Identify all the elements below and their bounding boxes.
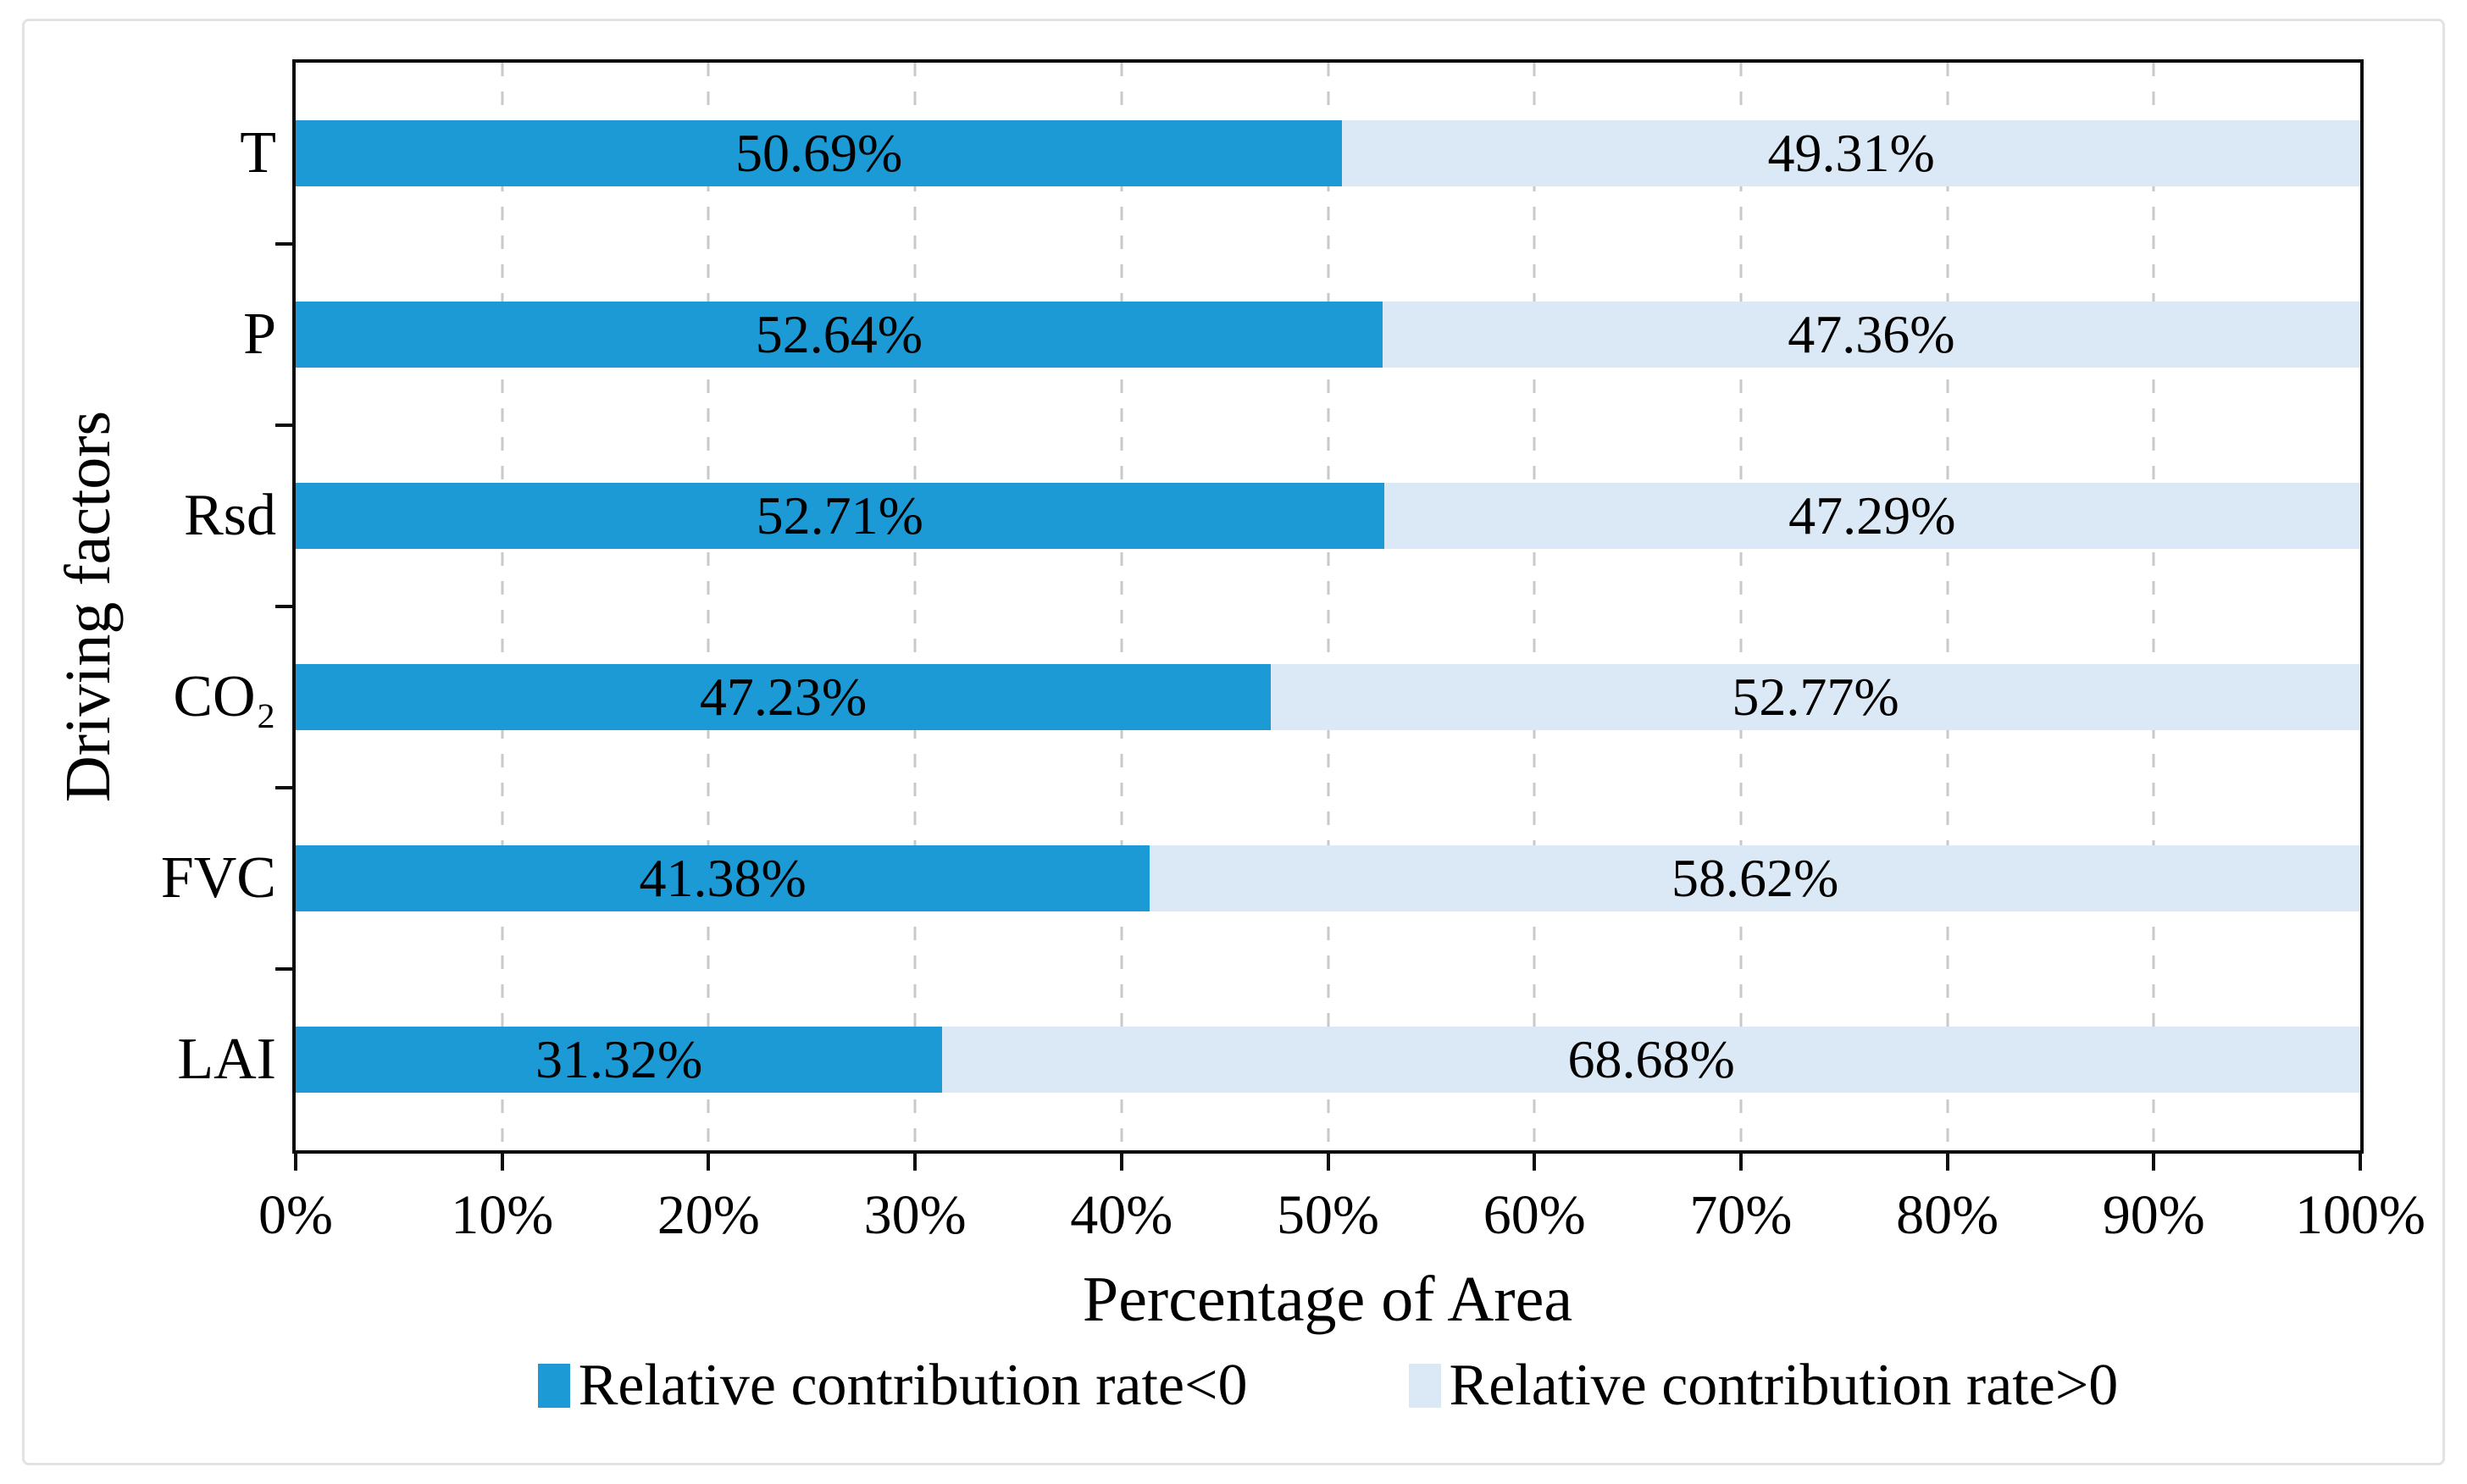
x-tick-60% [1533, 1154, 1537, 1171]
x-tick-label-0%: 0% [258, 1184, 333, 1246]
x-tick-50% [1326, 1154, 1330, 1171]
x-tick-label-20%: 20% [657, 1184, 760, 1246]
bar-value-label: 52.77% [1732, 667, 1899, 727]
x-tick-label-30%: 30% [863, 1184, 967, 1246]
bar-row-P: 52.64% 47.36% [296, 302, 2360, 368]
legend-swatch-icon [1408, 1364, 1441, 1408]
legend-swatch-icon [537, 1364, 570, 1408]
gridline-70 [1739, 63, 1743, 1150]
gridline-30 [913, 63, 917, 1150]
bar-segment-positive-LAI: 68.68% [942, 1027, 2360, 1093]
bar-value-label: 52.71% [756, 485, 923, 545]
x-tick-label-60%: 60% [1483, 1184, 1586, 1246]
bar-segment-positive-FVC: 58.62% [1150, 845, 2360, 911]
x-tick-40% [1119, 1154, 1123, 1171]
bar-value-label: 49.31% [1767, 123, 1935, 183]
y-axis-ticks [275, 63, 292, 1150]
x-tick-label-90%: 90% [2102, 1184, 2205, 1246]
bar-segment-negative-LAI: 31.32% [296, 1027, 943, 1093]
bar-segment-positive-T: 49.31% [1342, 120, 2360, 186]
bar-segment-negative-T: 50.69% [296, 120, 1343, 186]
bar-row-T: 50.69% 49.31% [296, 120, 2360, 186]
x-tick-20% [707, 1154, 711, 1171]
y-tick [275, 786, 292, 789]
plot-area: 50.69% 49.31% 52.64% 47.36% 52.71% 47.29% 47.2… [292, 59, 2364, 1154]
x-tick-70% [1738, 1154, 1743, 1171]
x-tick-100% [2359, 1154, 2362, 1171]
bar-segment-negative-FVC: 41.38% [296, 845, 1150, 911]
bar-value-label: 47.36% [1788, 304, 1955, 364]
bar-segment-positive-Rsd: 47.29% [1383, 483, 2360, 549]
x-tick-label-100%: 100% [2295, 1184, 2425, 1246]
gridline-50 [1327, 63, 1329, 1150]
x-tick-10% [500, 1154, 504, 1171]
legend-label: Relative contribution rate>0 [1449, 1353, 2119, 1418]
bar-row-CO₂: 47.23% 52.77% [296, 664, 2360, 730]
bar-value-label: 41.38% [639, 848, 807, 908]
bar-segment-negative-P: 52.64% [296, 302, 1383, 368]
y-tick [275, 967, 292, 971]
legend-entry-negative: Relative contribution rate<0 [537, 1353, 1248, 1418]
x-tick-0% [294, 1154, 297, 1171]
gridline-60 [1533, 63, 1536, 1150]
x-tick-labels: 0% 10% 20% 30% 40% 50% 60% 70% 80% 90% 100% [258, 1184, 2425, 1247]
x-tick-label-10%: 10% [451, 1184, 554, 1246]
category-label-FVC: FVC [160, 845, 276, 911]
x-tick-80% [1945, 1154, 1949, 1171]
bar-row-LAI: 31.32% 68.68% [296, 1027, 2360, 1093]
gridline-80 [1946, 63, 1949, 1150]
legend-entry-positive: Relative contribution rate>0 [1408, 1353, 2119, 1418]
gridline-40 [1120, 63, 1123, 1150]
gridline-90 [2152, 63, 2155, 1150]
gridline-20 [707, 63, 710, 1150]
legend-label: Relative contribution rate<0 [578, 1353, 1248, 1418]
gridline-10 [501, 63, 504, 1150]
bar-value-label: 58.62% [1671, 848, 1839, 908]
bar-segment-positive-CO₂: 52.77% [1270, 664, 2360, 730]
bar-segment-negative-Rsd: 52.71% [296, 483, 1384, 549]
y-axis-title: Driving factors [53, 410, 124, 803]
category-label-Rsd: Rsd [184, 483, 276, 548]
bar-row-Rsd: 52.71% 47.29% [296, 483, 2360, 549]
category-label-T: T [240, 120, 276, 186]
x-tick-30% [913, 1154, 918, 1171]
x-tick-label-40%: 40% [1070, 1184, 1173, 1246]
x-tick-label-70%: 70% [1689, 1184, 1793, 1246]
bar-segment-negative-CO₂: 47.23% [296, 664, 1271, 730]
y-tick [275, 605, 292, 608]
bar-value-label: 47.23% [699, 667, 868, 727]
y-tick [275, 424, 292, 427]
category-label-CO₂: CO₂ [173, 664, 276, 729]
bar-value-label: 31.32% [535, 1029, 703, 1089]
bar-value-label: 50.69% [735, 123, 903, 183]
x-tick-label-50%: 50% [1277, 1184, 1379, 1246]
x-axis-title: Percentage of Area [1082, 1264, 1573, 1335]
x-tick-90% [2152, 1154, 2156, 1171]
y-tick [275, 242, 292, 246]
legend: Relative contribution rate<0 Relative con… [292, 1352, 2364, 1420]
x-axis-ticks [294, 1154, 2362, 1171]
bar-value-label: 52.64% [755, 304, 923, 364]
bar-row-FVC: 41.38% 58.62% [296, 845, 2360, 911]
category-label-LAI: LAI [177, 1027, 276, 1092]
bar-value-label: 68.68% [1567, 1029, 1735, 1089]
x-tick-label-80%: 80% [1896, 1184, 1999, 1246]
bar-segment-positive-P: 47.36% [1382, 302, 2360, 368]
category-label-P: P [243, 302, 276, 367]
bar-value-label: 47.29% [1788, 485, 1956, 545]
